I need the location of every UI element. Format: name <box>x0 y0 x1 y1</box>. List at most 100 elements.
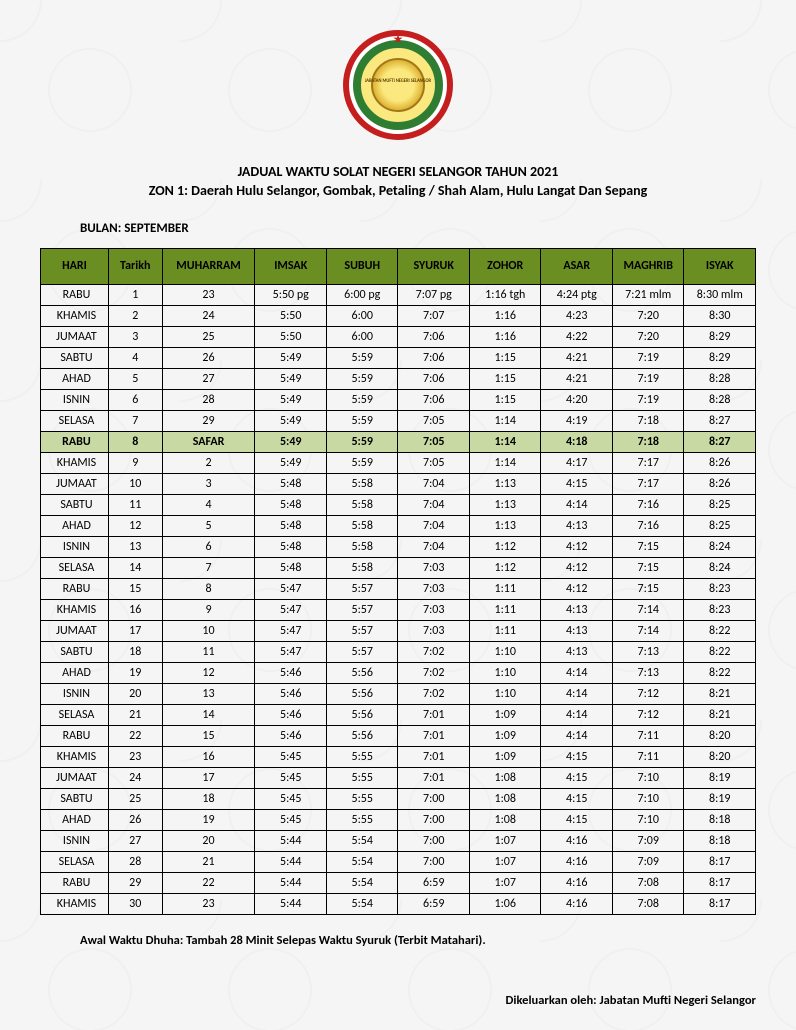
cell: 12 <box>162 662 255 683</box>
cell: 1:12 <box>469 557 541 578</box>
cell: 7:00 <box>398 851 470 872</box>
cell: 4:17 <box>541 452 613 473</box>
cell: SELASA <box>41 704 109 725</box>
cell: 7:10 <box>612 788 684 809</box>
cell: 4:15 <box>541 473 613 494</box>
cell: 4:24 ptg <box>541 284 613 305</box>
footnote: Awal Waktu Dhuha: Tambah 28 Minit Selepa… <box>80 933 756 948</box>
cell: 1:14 <box>469 431 541 452</box>
cell: 7:21 mlm <box>612 284 684 305</box>
table-row: RABU1585:475:577:031:114:127:158:23 <box>41 578 756 599</box>
table-row: KHAMIS925:495:597:051:144:177:178:26 <box>41 452 756 473</box>
table-row: JUMAAT24175:455:557:011:084:157:108:19 <box>41 767 756 788</box>
table-row: KHAMIS1695:475:577:031:114:137:148:23 <box>41 599 756 620</box>
cell: 5:45 <box>255 788 327 809</box>
cell: 7:01 <box>398 725 470 746</box>
cell: 28 <box>162 389 255 410</box>
table-row: SELASA28215:445:547:001:074:167:098:17 <box>41 851 756 872</box>
cell: 5:48 <box>255 557 327 578</box>
table-row: RABU8SAFAR5:495:597:051:144:187:188:27 <box>41 431 756 452</box>
cell: 8:28 <box>684 368 756 389</box>
cell: 5:55 <box>326 809 398 830</box>
cell: 7:16 <box>612 494 684 515</box>
cell: 7:02 <box>398 683 470 704</box>
cell: 1:10 <box>469 683 541 704</box>
cell: 1 <box>108 284 162 305</box>
cell: 5:56 <box>326 704 398 725</box>
cell: 3 <box>162 473 255 494</box>
cell: 5:59 <box>326 431 398 452</box>
cell: 7:20 <box>612 305 684 326</box>
cell: 1:13 <box>469 515 541 536</box>
cell: 1:16 <box>469 305 541 326</box>
cell: 5:44 <box>255 872 327 893</box>
cell: 5:48 <box>255 473 327 494</box>
cell: RABU <box>41 431 109 452</box>
cell: 7:11 <box>612 725 684 746</box>
cell: 7:12 <box>612 704 684 725</box>
cell: 21 <box>108 704 162 725</box>
title-line-2: ZON 1: Daerah Hulu Selangor, Gombak, Pet… <box>40 182 756 201</box>
cell: 1:15 <box>469 389 541 410</box>
cell: 1:16 <box>469 326 541 347</box>
cell: 23 <box>108 746 162 767</box>
cell: 4:16 <box>541 872 613 893</box>
cell: 5:57 <box>326 599 398 620</box>
cell: JUMAAT <box>41 620 109 641</box>
table-row: KHAMIS30235:445:546:591:064:167:088:17 <box>41 893 756 914</box>
cell: 7:04 <box>398 473 470 494</box>
col-header: MAGHRIB <box>612 248 684 284</box>
cell: 9 <box>162 599 255 620</box>
cell: 7:01 <box>398 704 470 725</box>
cell: 24 <box>108 767 162 788</box>
cell: 5:59 <box>326 368 398 389</box>
cell: 4 <box>108 347 162 368</box>
col-header: Tarikh <box>108 248 162 284</box>
table-row: RABU29225:445:546:591:074:167:088:17 <box>41 872 756 893</box>
cell: 8:30 mlm <box>684 284 756 305</box>
cell: 8:19 <box>684 767 756 788</box>
cell: 7:01 <box>398 767 470 788</box>
cell: 8:20 <box>684 725 756 746</box>
cell: 4:12 <box>541 557 613 578</box>
cell: 7:15 <box>612 578 684 599</box>
cell: 4:16 <box>541 830 613 851</box>
cell: 5:48 <box>255 536 327 557</box>
cell: 7:13 <box>612 662 684 683</box>
cell: 6 <box>162 536 255 557</box>
cell: 1:13 <box>469 473 541 494</box>
cell: 5:47 <box>255 599 327 620</box>
cell: KHAMIS <box>41 746 109 767</box>
cell: 7:09 <box>612 830 684 851</box>
cell: 7:00 <box>398 809 470 830</box>
cell: 5:50 <box>255 305 327 326</box>
cell: 1:12 <box>469 536 541 557</box>
cell: 1:08 <box>469 809 541 830</box>
cell: 4:15 <box>541 746 613 767</box>
table-body: RABU1235:50 pg6:00 pg7:07 pg1:16 tgh4:24… <box>41 284 756 914</box>
cell: SABTU <box>41 347 109 368</box>
cell: 4:15 <box>541 809 613 830</box>
table-row: SELASA1475:485:587:031:124:127:158:24 <box>41 557 756 578</box>
table-row: JUMAAT17105:475:577:031:114:137:148:22 <box>41 620 756 641</box>
cell: 5 <box>162 515 255 536</box>
cell: 22 <box>108 725 162 746</box>
cell: SELASA <box>41 557 109 578</box>
logo-container: ★ JABATAN MUFTI NEGERI SELANGOR <box>40 30 756 145</box>
cell: AHAD <box>41 515 109 536</box>
cell: 7:15 <box>612 557 684 578</box>
cell: 1:14 <box>469 452 541 473</box>
cell: 9 <box>108 452 162 473</box>
cell: 5:54 <box>326 893 398 914</box>
cell: 16 <box>162 746 255 767</box>
cell: 5:56 <box>326 725 398 746</box>
cell: 1:10 <box>469 662 541 683</box>
cell: 7:05 <box>398 431 470 452</box>
cell: AHAD <box>41 662 109 683</box>
cell: 5:56 <box>326 662 398 683</box>
table-row: AHAD26195:455:557:001:084:157:108:18 <box>41 809 756 830</box>
cell: 5:46 <box>255 704 327 725</box>
cell: 8:29 <box>684 326 756 347</box>
cell: SAFAR <box>162 431 255 452</box>
cell: 4:13 <box>541 620 613 641</box>
